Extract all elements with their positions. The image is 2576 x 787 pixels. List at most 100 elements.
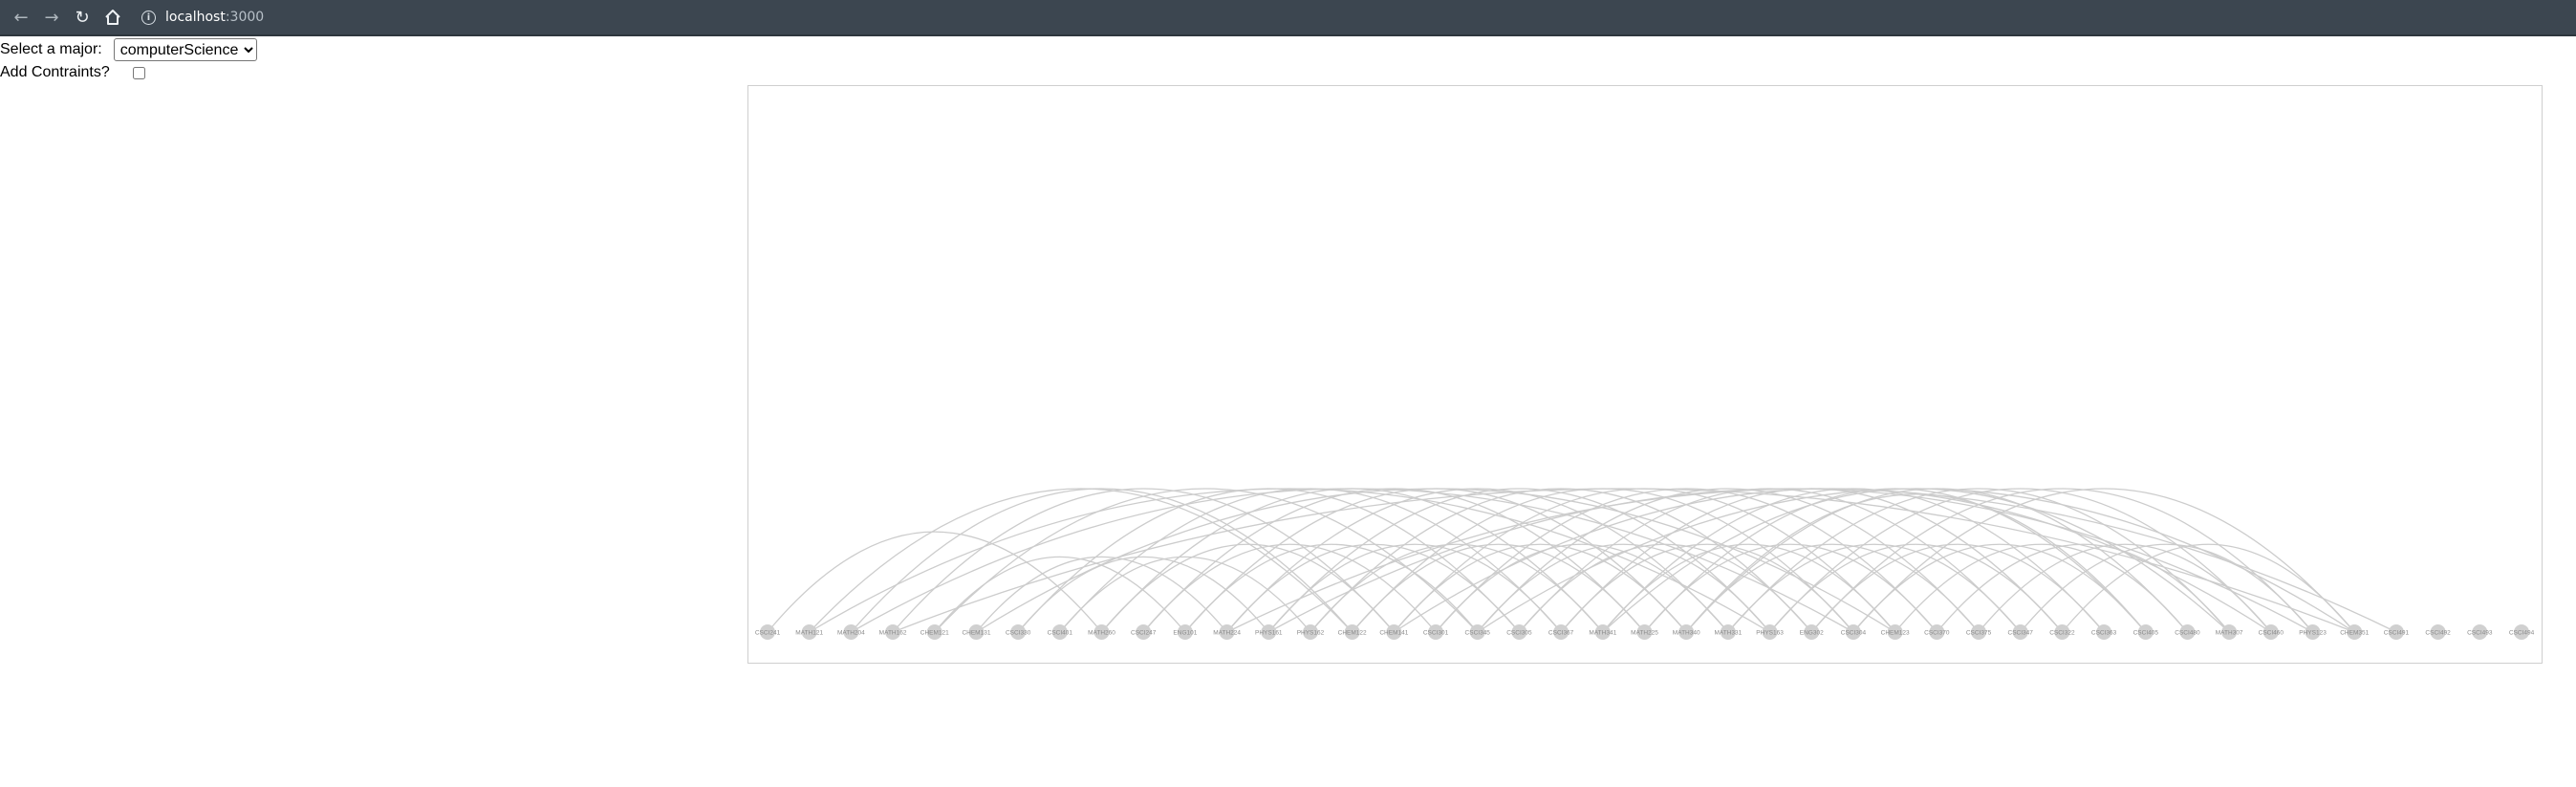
course-node[interactable] [1010, 624, 1027, 640]
course-node[interactable] [1511, 624, 1527, 640]
course-node-label: MATH341 [1589, 630, 1616, 637]
arc-link [1394, 488, 2272, 633]
arc-diagram-frame: CSCI241 MATH121 MATH204 MATH162 CHEM121 CHEM1… [747, 85, 2543, 664]
course-node-label: CSCI375 [1966, 630, 1992, 637]
course-node[interactable] [801, 624, 817, 640]
course-node-label: CSCI347 [2008, 630, 2034, 637]
arc-link [1685, 493, 2147, 633]
course-node[interactable] [1469, 624, 1485, 640]
course-node-label: CSCI493 [2467, 630, 2493, 637]
course-node[interactable] [1636, 624, 1653, 640]
course-node-label: PHYS162 [1297, 630, 1325, 637]
arc-link [1267, 488, 2313, 633]
course-node-label: CSCI492 [2425, 630, 2451, 637]
course-node[interactable] [1720, 624, 1736, 640]
course-node[interactable] [1553, 624, 1569, 640]
course-node-label: CHEM351 [2340, 630, 2369, 637]
course-node-label: MATH121 [795, 630, 823, 637]
address-bar[interactable]: i localhost :3000 [141, 7, 264, 28]
course-node[interactable] [2221, 624, 2238, 640]
course-node-label: CSCI363 [2091, 630, 2117, 637]
arc-link [1769, 488, 2272, 633]
arc-link [1518, 543, 1812, 633]
course-node[interactable] [2514, 624, 2529, 640]
arc-link [1435, 543, 1729, 633]
course-node-label: CSCI480 [2175, 630, 2200, 637]
course-node[interactable] [1219, 624, 1235, 640]
course-node[interactable] [2012, 624, 2028, 640]
course-node[interactable] [2472, 624, 2488, 640]
course-node-label: ENG101 [1173, 630, 1197, 637]
arc-link [1477, 488, 1980, 633]
course-node[interactable] [1177, 624, 1193, 640]
arc-link [1352, 488, 1854, 633]
course-node[interactable] [843, 624, 859, 640]
arc-links [767, 488, 2397, 633]
course-node[interactable] [1594, 624, 1611, 640]
arc-link [1393, 488, 1896, 633]
course-node[interactable] [2179, 624, 2196, 640]
arc-link [1059, 556, 1311, 633]
arc-link [1560, 543, 1854, 633]
course-node[interactable] [1971, 624, 1987, 640]
course-node[interactable] [2137, 624, 2154, 640]
course-node[interactable] [926, 624, 942, 640]
course-node-label: CSCI322 [2049, 630, 2075, 637]
arc-link [2020, 543, 2314, 633]
course-node[interactable] [1929, 624, 1945, 640]
arc-link [1852, 543, 2147, 633]
arc-link [1602, 543, 1896, 633]
course-node[interactable] [1136, 624, 1152, 640]
course-node-label: CSCI304 [1841, 630, 1867, 637]
course-node-label: PHYS163 [1756, 630, 1784, 637]
arc-link [1226, 543, 1520, 633]
course-node-label: CSCI330 [1006, 630, 1031, 637]
course-node[interactable] [1762, 624, 1778, 640]
arc-link [1017, 488, 1520, 633]
arc-link [934, 488, 1479, 633]
controls-panel: Select a major: computerScience Add Cont… [0, 38, 257, 84]
arc-link [934, 556, 1186, 633]
arc-link [1435, 488, 1937, 633]
course-node-label: MATH340 [1673, 630, 1700, 637]
arc-link [2061, 543, 2355, 633]
arc-link [1810, 543, 2105, 633]
major-select[interactable]: computerScience [113, 38, 257, 61]
course-node-label: CSCI241 [755, 630, 781, 637]
course-node[interactable] [760, 624, 775, 640]
course-node[interactable] [2430, 624, 2446, 640]
course-node[interactable] [1093, 624, 1110, 640]
course-node[interactable] [1428, 624, 1444, 640]
course-node[interactable] [1261, 624, 1277, 640]
back-arrow-icon[interactable]: ← [13, 7, 29, 28]
arc-link [1226, 488, 1729, 633]
reload-icon[interactable]: ↻ [75, 7, 90, 28]
info-icon[interactable]: i [141, 10, 156, 25]
course-node[interactable] [2096, 624, 2112, 640]
course-node-label: PHYS123 [2299, 630, 2327, 637]
course-node[interactable] [1887, 624, 1903, 640]
course-node[interactable] [1804, 624, 1820, 640]
course-node[interactable] [2388, 624, 2404, 640]
course-node[interactable] [1845, 624, 1861, 640]
course-node[interactable] [2054, 624, 2070, 640]
forward-arrow-icon[interactable]: → [44, 7, 59, 28]
home-icon[interactable] [101, 6, 124, 29]
course-node[interactable] [2262, 624, 2279, 640]
course-node[interactable] [1386, 624, 1402, 640]
course-node[interactable] [885, 624, 901, 640]
course-node[interactable] [2305, 624, 2321, 640]
course-node[interactable] [1051, 624, 1068, 640]
arc-link [1852, 488, 2355, 633]
constraints-checkbox[interactable] [132, 66, 145, 79]
course-node[interactable] [1302, 624, 1318, 640]
arc-link [809, 488, 1353, 633]
course-node[interactable] [1344, 624, 1360, 640]
arc-link [1936, 543, 2230, 633]
arc-link [1101, 488, 1604, 633]
course-node[interactable] [1678, 624, 1695, 640]
course-node-label: CHEM121 [920, 630, 949, 637]
arc-link [1017, 556, 1269, 633]
course-node[interactable] [968, 624, 985, 640]
course-node[interactable] [2347, 624, 2363, 640]
